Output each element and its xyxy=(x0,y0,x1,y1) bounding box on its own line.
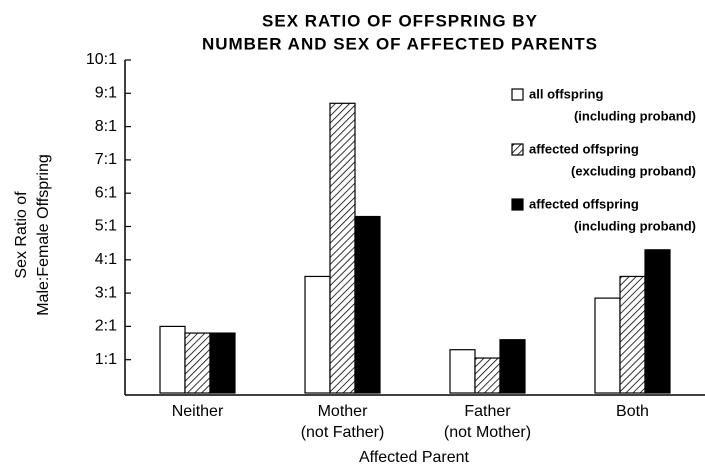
legend-label: (including proband) xyxy=(574,218,696,233)
y-tick-label: 4:1 xyxy=(95,251,117,268)
bar xyxy=(159,325,186,394)
bar xyxy=(304,275,331,394)
legend-label: affected offspring xyxy=(529,196,639,211)
y-tick-label: 10:1 xyxy=(86,51,117,68)
bar xyxy=(644,249,671,394)
legend-label: (excluding proband) xyxy=(571,163,696,178)
bar xyxy=(184,332,211,394)
x-tick-label: (not Father) xyxy=(301,424,385,441)
legend-label: all offspring xyxy=(529,86,603,101)
legend-swatch xyxy=(511,198,524,211)
bar xyxy=(619,275,646,394)
y-tick-label: 6:1 xyxy=(95,184,117,201)
bar xyxy=(209,332,236,394)
y-tick-label: 7:1 xyxy=(95,151,117,168)
chart-title: NUMBER AND SEX OF AFFECTED PARENTS xyxy=(202,34,598,53)
y-axis-label: Male:Female Offspring xyxy=(35,154,52,316)
y-tick-label: 3:1 xyxy=(95,284,117,301)
legend-label: affected offspring xyxy=(529,141,639,156)
y-tick-label: 5:1 xyxy=(95,218,117,235)
bar xyxy=(474,357,501,394)
x-tick-label: (not Mother) xyxy=(444,424,531,441)
legend-swatch xyxy=(511,143,524,156)
x-tick-label: Father xyxy=(464,403,511,420)
y-tick-label: 1:1 xyxy=(95,351,117,368)
bar xyxy=(449,349,476,394)
legend-label: (including proband) xyxy=(574,108,696,123)
bar xyxy=(329,102,356,394)
x-tick-label: Both xyxy=(616,403,649,420)
legend-swatch xyxy=(511,88,524,101)
y-tick-label: 9:1 xyxy=(95,85,117,102)
x-tick-label: Neither xyxy=(172,403,224,420)
chart-title: SEX RATIO OF OFFSPRING BY xyxy=(262,11,538,30)
x-axis-label: Affected Parent xyxy=(359,449,470,466)
bar xyxy=(354,215,381,394)
bar xyxy=(594,297,621,394)
bar xyxy=(499,339,526,394)
y-axis-label: Sex Ratio of xyxy=(13,191,30,279)
y-tick-label: 8:1 xyxy=(95,118,117,135)
y-tick-label: 2:1 xyxy=(95,318,117,335)
x-tick-label: Mother xyxy=(318,403,368,420)
